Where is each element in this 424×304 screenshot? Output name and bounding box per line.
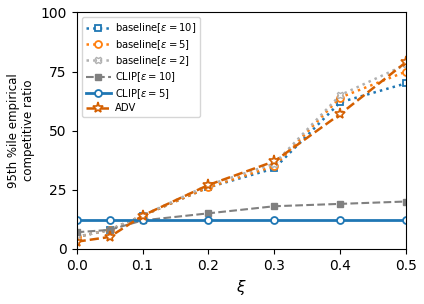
baseline[$\varepsilon = 5$] — [206, 185, 211, 189]
baseline[$\varepsilon = 5$] — [140, 214, 145, 218]
X-axis label: $\xi$: $\xi$ — [236, 278, 247, 297]
baseline[$\varepsilon = 2$] — [74, 235, 79, 239]
baseline[$\varepsilon = 10$] — [272, 167, 277, 170]
ADV — [107, 235, 112, 239]
CLIP[$\varepsilon = 10$] — [404, 200, 409, 203]
baseline[$\varepsilon = 5$] — [272, 164, 277, 168]
CLIP[$\varepsilon = 5$] — [107, 219, 112, 222]
Line: ADV: ADV — [71, 57, 412, 247]
baseline[$\varepsilon = 10$] — [404, 81, 409, 85]
baseline[$\varepsilon = 2$] — [272, 162, 277, 165]
CLIP[$\varepsilon = 5$] — [74, 219, 79, 222]
CLIP[$\varepsilon = 5$] — [404, 219, 409, 222]
ADV — [272, 160, 277, 163]
baseline[$\varepsilon = 2$] — [140, 214, 145, 218]
ADV — [74, 240, 79, 244]
baseline[$\varepsilon = 5$] — [107, 228, 112, 232]
ADV — [140, 214, 145, 218]
Y-axis label: 95th %ile empirical
competitive ratio: 95th %ile empirical competitive ratio — [7, 73, 35, 188]
baseline[$\varepsilon = 2$] — [206, 183, 211, 187]
ADV — [404, 60, 409, 64]
CLIP[$\varepsilon = 5$] — [272, 219, 277, 222]
Line: baseline[$\varepsilon = 10$]: baseline[$\varepsilon = 10$] — [73, 80, 410, 240]
Line: CLIP[$\varepsilon = 10$]: CLIP[$\varepsilon = 10$] — [73, 198, 410, 236]
CLIP[$\varepsilon = 10$] — [74, 230, 79, 234]
baseline[$\varepsilon = 10$] — [107, 228, 112, 232]
baseline[$\varepsilon = 10$] — [140, 214, 145, 218]
baseline[$\varepsilon = 5$] — [74, 235, 79, 239]
ADV — [206, 183, 211, 187]
baseline[$\varepsilon = 5$] — [404, 70, 409, 73]
CLIP[$\varepsilon = 5$] — [140, 219, 145, 222]
baseline[$\varepsilon = 5$] — [338, 96, 343, 99]
baseline[$\varepsilon = 10$] — [74, 235, 79, 239]
CLIP[$\varepsilon = 5$] — [206, 219, 211, 222]
CLIP[$\varepsilon = 5$] — [338, 219, 343, 222]
CLIP[$\varepsilon = 10$] — [272, 204, 277, 208]
CLIP[$\varepsilon = 10$] — [107, 228, 112, 232]
ADV — [338, 112, 343, 116]
Line: baseline[$\varepsilon = 5$]: baseline[$\varepsilon = 5$] — [73, 68, 410, 240]
Line: CLIP[$\varepsilon = 5$]: CLIP[$\varepsilon = 5$] — [73, 217, 410, 224]
baseline[$\varepsilon = 2$] — [404, 63, 409, 66]
baseline[$\varepsilon = 10$] — [206, 185, 211, 189]
Line: baseline[$\varepsilon = 2$]: baseline[$\varepsilon = 2$] — [73, 61, 410, 240]
CLIP[$\varepsilon = 10$] — [206, 212, 211, 215]
Legend: baseline[$\varepsilon = 10$], baseline[$\varepsilon = 5$], baseline[$\varepsilon: baseline[$\varepsilon = 10$], baseline[$… — [81, 17, 200, 117]
baseline[$\varepsilon = 2$] — [338, 93, 343, 97]
baseline[$\varepsilon = 2$] — [107, 228, 112, 232]
CLIP[$\varepsilon = 10$] — [338, 202, 343, 206]
baseline[$\varepsilon = 10$] — [338, 100, 343, 104]
CLIP[$\varepsilon = 10$] — [140, 219, 145, 222]
